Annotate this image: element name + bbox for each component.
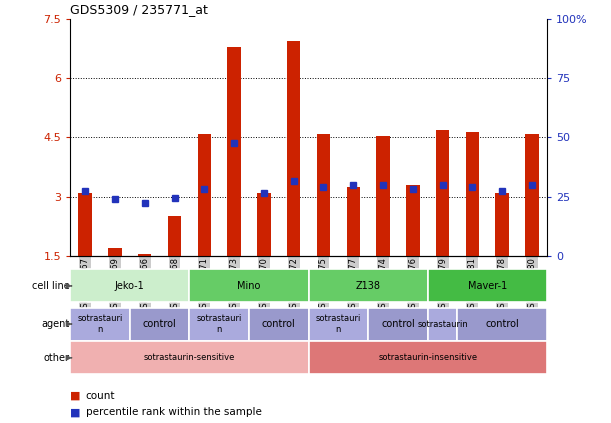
Bar xyxy=(168,217,181,256)
Bar xyxy=(108,248,122,256)
Bar xyxy=(376,135,390,256)
Bar xyxy=(197,134,211,256)
Bar xyxy=(138,254,152,256)
Bar xyxy=(78,193,92,256)
Text: control: control xyxy=(381,319,415,329)
Bar xyxy=(466,132,479,256)
Text: sotrastaurin: sotrastaurin xyxy=(417,319,468,329)
Bar xyxy=(309,308,368,341)
Bar xyxy=(346,187,360,256)
Bar xyxy=(70,308,130,341)
Text: Z138: Z138 xyxy=(356,281,381,291)
Text: sotrastaurin-sensitive: sotrastaurin-sensitive xyxy=(144,353,235,363)
Text: count: count xyxy=(86,390,115,401)
Bar xyxy=(525,134,539,256)
Bar xyxy=(316,134,330,256)
Text: sotrastaurin-insensitive: sotrastaurin-insensitive xyxy=(378,353,477,363)
Text: Jeko-1: Jeko-1 xyxy=(115,281,145,291)
Bar xyxy=(309,341,547,374)
Bar xyxy=(70,269,189,302)
Text: GDS5309 / 235771_at: GDS5309 / 235771_at xyxy=(70,3,208,16)
Text: cell line: cell line xyxy=(32,281,70,291)
Bar xyxy=(436,129,449,256)
Bar xyxy=(189,308,249,341)
Text: control: control xyxy=(485,319,519,329)
Text: sotrastauri
n: sotrastauri n xyxy=(78,314,123,334)
Bar xyxy=(287,41,301,256)
Text: Maver-1: Maver-1 xyxy=(467,281,507,291)
Bar xyxy=(257,193,271,256)
Bar xyxy=(249,308,309,341)
Text: percentile rank within the sample: percentile rank within the sample xyxy=(86,407,262,418)
Text: other: other xyxy=(43,353,70,363)
Text: sotrastauri
n: sotrastauri n xyxy=(316,314,361,334)
Text: Mino: Mino xyxy=(237,281,261,291)
Bar xyxy=(368,308,428,341)
Text: ■: ■ xyxy=(70,407,81,418)
Bar xyxy=(189,269,309,302)
Text: sotrastauri
n: sotrastauri n xyxy=(197,314,242,334)
Bar xyxy=(227,47,241,256)
Bar xyxy=(130,308,189,341)
Text: control: control xyxy=(262,319,296,329)
Bar xyxy=(458,308,547,341)
Bar xyxy=(428,308,458,341)
Bar xyxy=(496,193,509,256)
Bar xyxy=(406,185,420,256)
Bar xyxy=(70,341,309,374)
Bar xyxy=(309,269,428,302)
Text: control: control xyxy=(143,319,177,329)
Bar xyxy=(428,269,547,302)
Text: agent: agent xyxy=(42,319,70,329)
Text: ■: ■ xyxy=(70,390,81,401)
